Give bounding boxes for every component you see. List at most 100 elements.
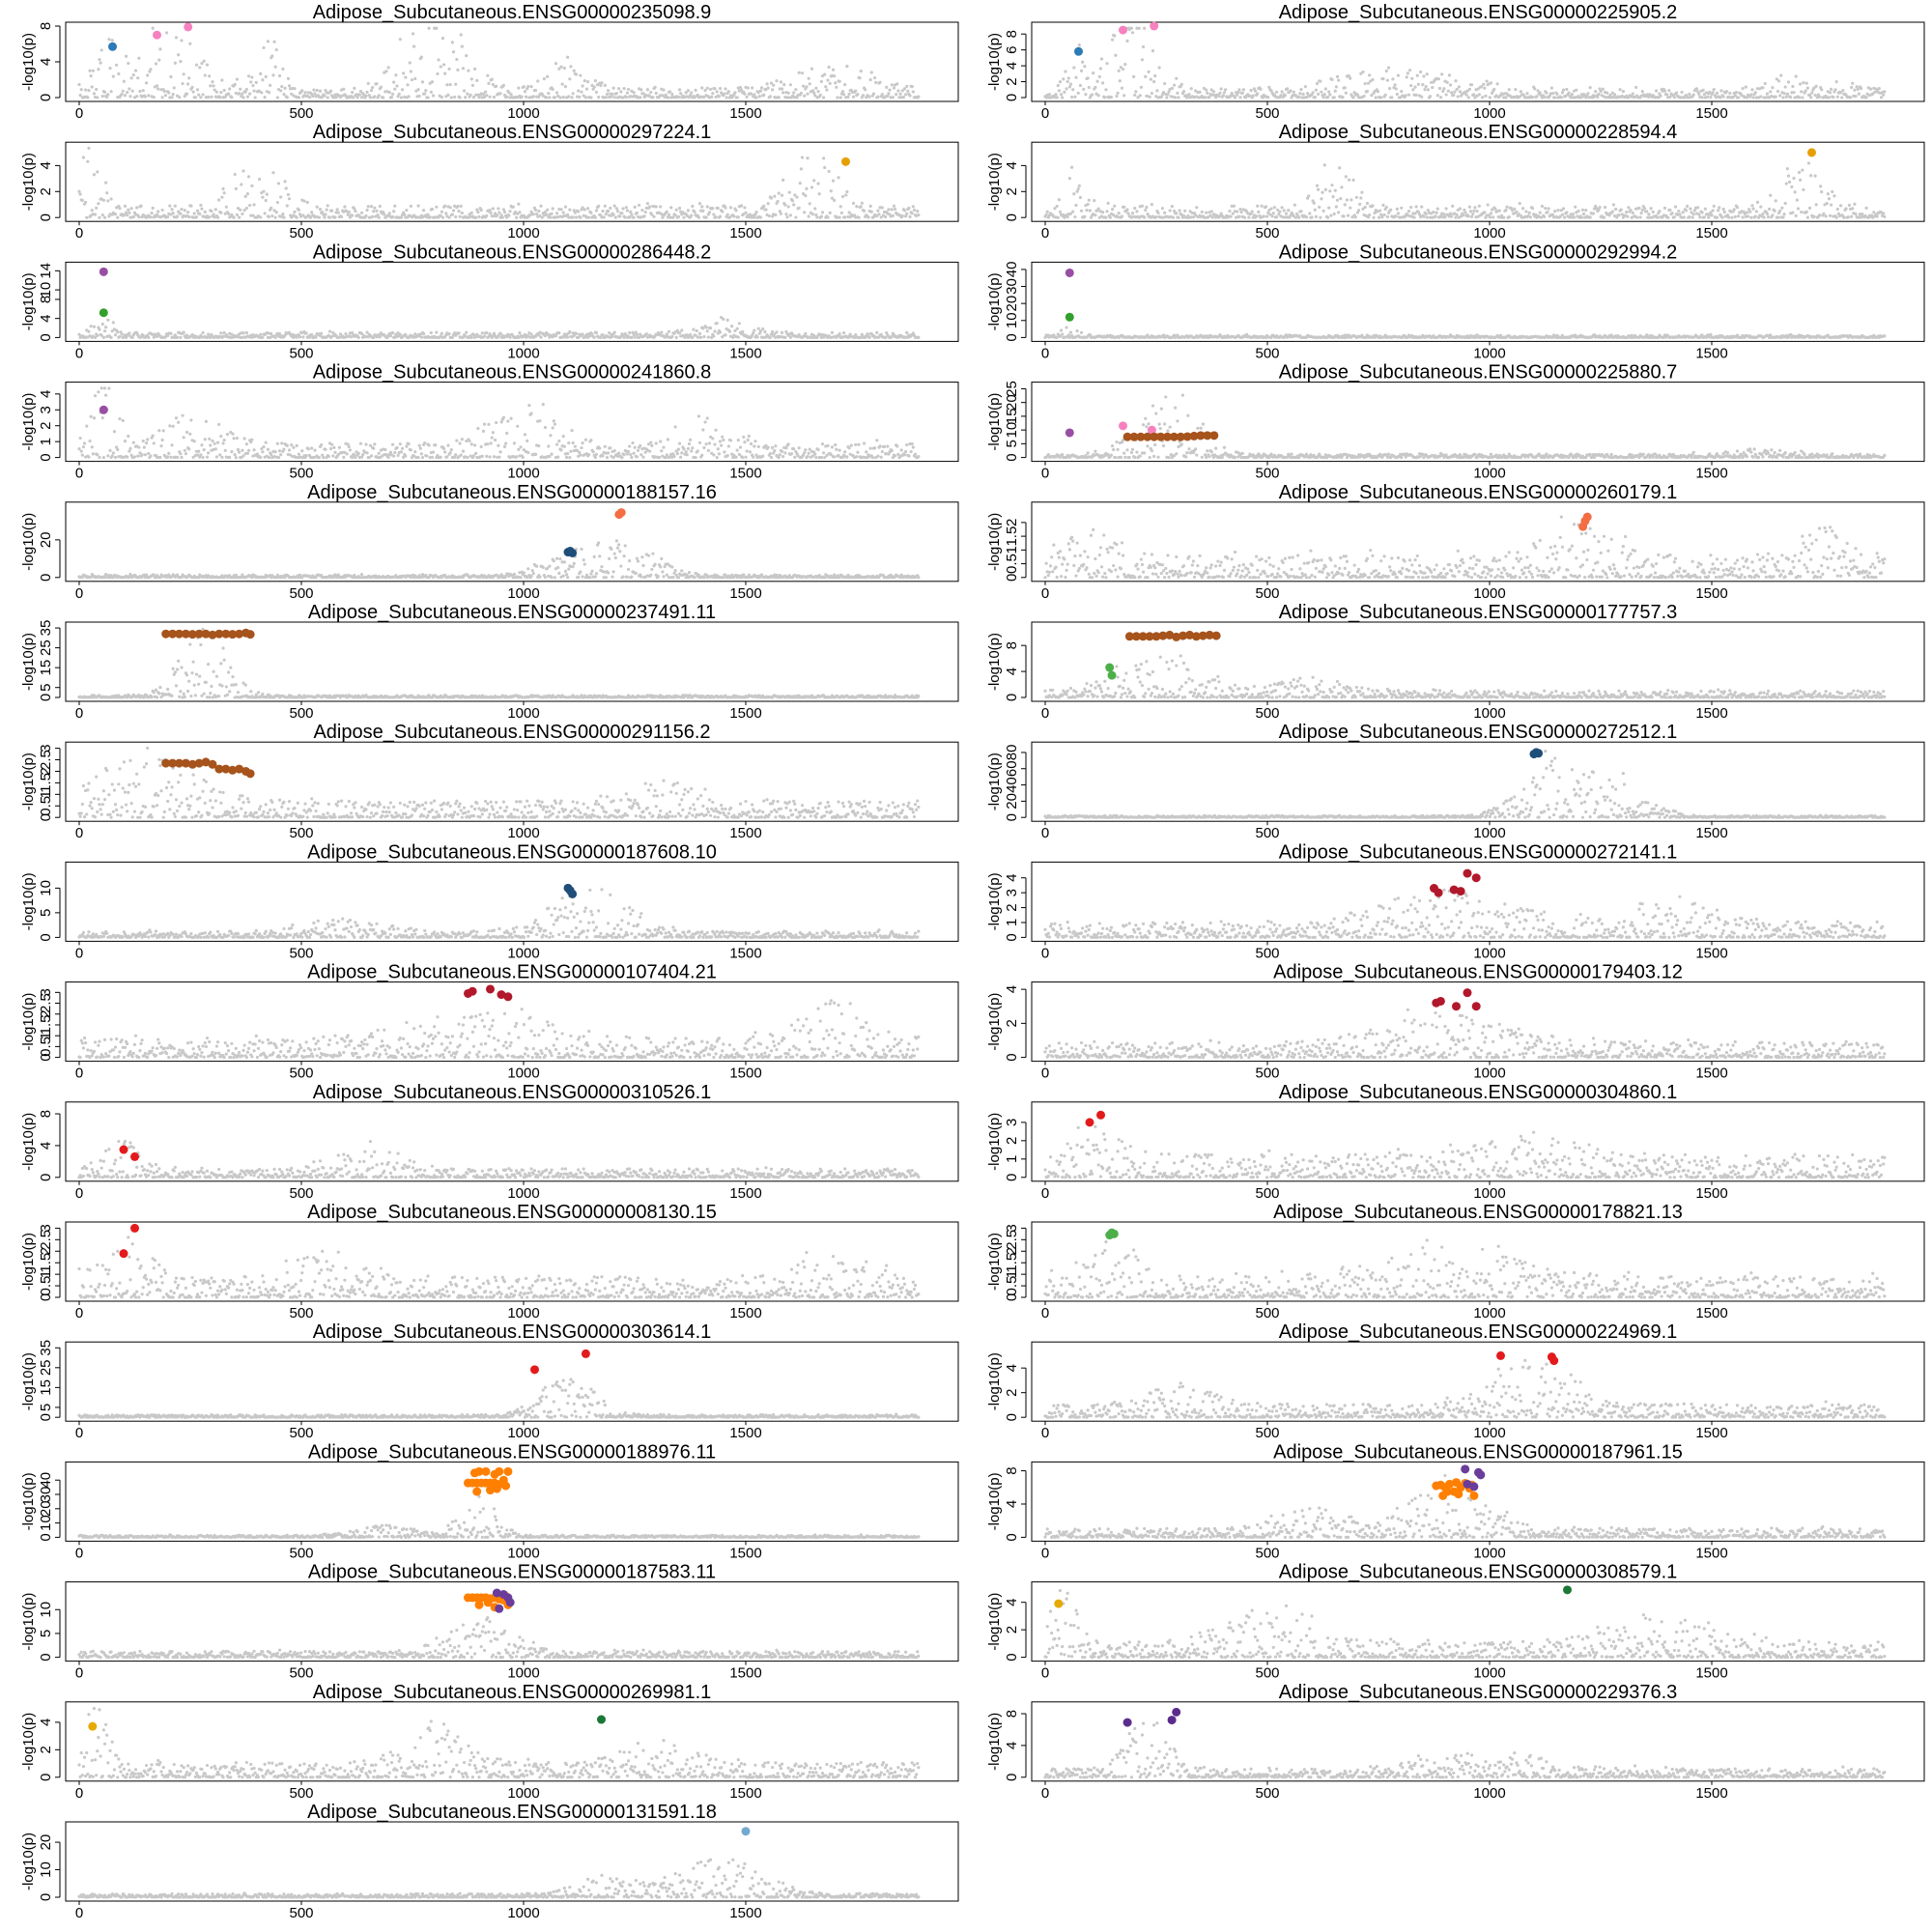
- background-point: [612, 330, 616, 334]
- background-point: [1763, 81, 1767, 86]
- background-point: [861, 94, 866, 98]
- background-point: [241, 92, 244, 96]
- background-point: [746, 86, 750, 90]
- background-point: [1256, 204, 1260, 208]
- background-point: [85, 424, 89, 428]
- background-point: [1768, 207, 1772, 211]
- background-point: [1463, 208, 1466, 212]
- background-point: [81, 445, 86, 449]
- background-point: [186, 82, 190, 86]
- background-point: [843, 215, 847, 219]
- background-point: [181, 81, 185, 86]
- background-point: [831, 179, 836, 183]
- background-point: [194, 215, 199, 219]
- background-point: [579, 215, 582, 219]
- background-point: [1536, 89, 1540, 93]
- background-point: [310, 332, 314, 337]
- background-point: [102, 386, 107, 390]
- background-point: [1504, 209, 1508, 213]
- x-tick-label: 500: [289, 466, 313, 482]
- background-point: [901, 95, 905, 99]
- background-point: [741, 329, 745, 334]
- background-point: [758, 215, 763, 219]
- background-point: [1434, 214, 1437, 218]
- background-point: [595, 83, 600, 87]
- background-point: [448, 206, 452, 210]
- background-point: [1412, 215, 1416, 219]
- background-point: [617, 87, 621, 91]
- background-point: [297, 96, 301, 99]
- background-point: [1766, 214, 1771, 219]
- background-point: [1610, 91, 1614, 95]
- background-point: [902, 87, 907, 91]
- x-tick-label: 1500: [729, 345, 761, 361]
- background-point: [635, 332, 639, 337]
- background-point: [554, 91, 559, 95]
- background-point: [323, 215, 327, 219]
- background-point: [1446, 89, 1450, 93]
- background-point: [700, 86, 704, 90]
- x-tick-label: 500: [1255, 345, 1279, 361]
- background-point: [1544, 206, 1548, 211]
- background-point: [373, 95, 377, 99]
- y-tick-label: 2: [38, 187, 54, 195]
- background-point: [1260, 204, 1264, 208]
- background-point: [831, 68, 836, 71]
- background-point: [1555, 92, 1559, 96]
- background-point: [273, 335, 277, 339]
- background-point: [1524, 96, 1528, 99]
- background-point: [898, 92, 902, 96]
- background-point: [1486, 203, 1490, 207]
- background-point: [455, 57, 459, 62]
- background-point: [1172, 83, 1177, 87]
- background-point: [735, 327, 739, 330]
- background-point: [1640, 89, 1644, 94]
- background-point: [357, 93, 361, 97]
- background-point: [739, 88, 744, 92]
- background-point: [787, 190, 791, 194]
- background-point: [1396, 212, 1401, 215]
- background-point: [352, 96, 355, 99]
- background-point: [1087, 85, 1091, 90]
- background-point: [1272, 206, 1276, 210]
- background-point: [261, 335, 265, 339]
- background-point: [578, 95, 582, 99]
- background-point: [175, 214, 180, 218]
- background-point: [784, 213, 788, 216]
- background-point: [1850, 85, 1854, 90]
- background-point: [910, 212, 914, 215]
- background-point: [661, 94, 665, 98]
- background-point: [1283, 94, 1287, 98]
- background-point: [421, 332, 426, 336]
- background-point: [1059, 93, 1064, 97]
- y-axis-label: -log10(p): [986, 272, 1003, 330]
- background-point: [523, 90, 527, 94]
- background-point: [1344, 175, 1348, 179]
- background-point: [325, 208, 328, 212]
- background-point: [1280, 90, 1284, 94]
- background-point: [1547, 207, 1550, 211]
- background-point: [1119, 66, 1122, 70]
- background-point: [342, 87, 346, 91]
- background-point: [904, 93, 908, 97]
- background-point: [1806, 161, 1811, 165]
- background-point: [244, 206, 248, 211]
- background-point: [1378, 209, 1382, 213]
- background-point: [1467, 87, 1471, 91]
- background-point: [1748, 210, 1752, 213]
- background-point: [1612, 93, 1617, 97]
- background-point: [1830, 203, 1833, 207]
- background-point: [1864, 206, 1868, 210]
- background-point: [1563, 215, 1567, 219]
- background-point: [1240, 91, 1244, 95]
- y-axis-label: -log10(p): [986, 33, 1003, 91]
- background-point: [1085, 209, 1089, 213]
- background-point: [265, 192, 269, 196]
- background-point: [665, 210, 668, 213]
- background-point: [1257, 210, 1261, 213]
- background-point: [1046, 96, 1050, 99]
- background-point: [1315, 81, 1320, 86]
- background-point: [692, 327, 696, 331]
- background-point: [195, 88, 200, 92]
- background-point: [1167, 90, 1171, 94]
